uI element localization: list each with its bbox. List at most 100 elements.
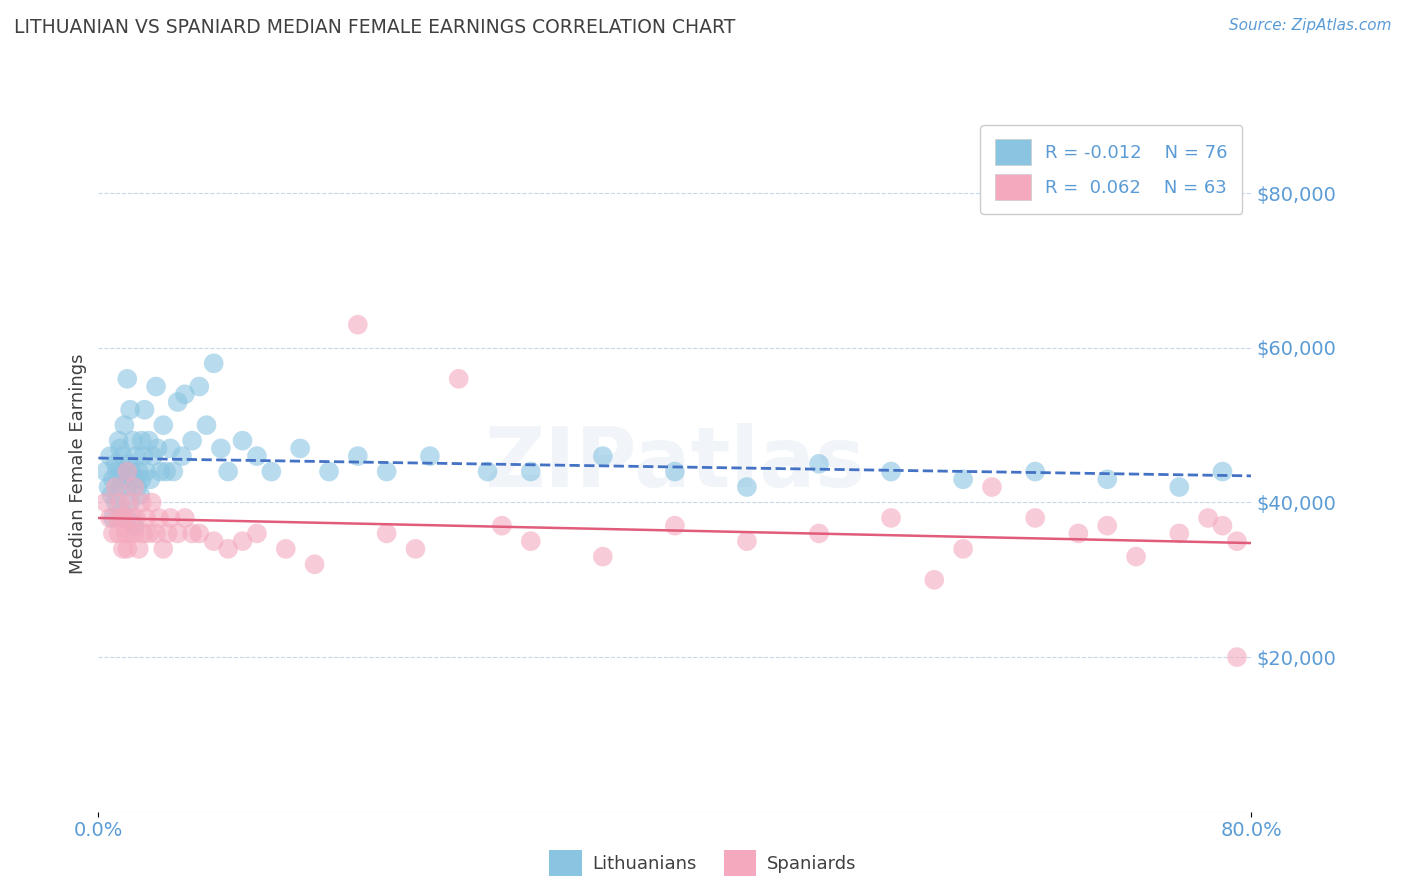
Point (104, 480, 127, 494)
Point (145, 379, 167, 393)
Point (1097, 518, 1119, 533)
Point (131, 472, 153, 486)
Point (174, 387, 197, 401)
Point (122, 434, 145, 448)
Point (120, 495, 142, 509)
Point (101, 472, 124, 486)
Point (735, 480, 758, 494)
Point (94, 465, 117, 479)
Point (209, 442, 232, 456)
Point (159, 511, 181, 525)
Point (202, 356, 225, 370)
Point (121, 465, 143, 479)
Point (188, 379, 211, 393)
Point (146, 442, 169, 456)
Point (922, 573, 945, 587)
Point (141, 495, 163, 509)
Point (202, 534, 225, 549)
Point (952, 541, 974, 556)
Point (120, 402, 142, 417)
Point (952, 472, 974, 486)
Y-axis label: Median Female Earnings: Median Female Earnings (69, 353, 87, 574)
Point (124, 472, 146, 486)
Point (217, 541, 239, 556)
Point (124, 518, 146, 533)
Point (148, 511, 170, 525)
Point (1226, 534, 1249, 549)
Point (477, 465, 499, 479)
Point (520, 534, 543, 549)
Point (125, 511, 148, 525)
Point (217, 465, 239, 479)
Point (159, 442, 181, 456)
Point (138, 434, 160, 448)
Point (104, 495, 127, 509)
Point (1024, 465, 1046, 479)
Point (107, 434, 129, 448)
Point (405, 541, 427, 556)
Point (166, 526, 188, 541)
Point (188, 526, 211, 541)
Point (134, 402, 156, 417)
Point (112, 472, 135, 486)
Point (174, 511, 197, 525)
Point (246, 449, 269, 463)
Point (124, 480, 146, 494)
Point (1168, 526, 1191, 541)
Point (181, 434, 204, 448)
Point (98, 449, 121, 463)
Point (111, 449, 134, 463)
Point (807, 457, 830, 471)
Point (149, 465, 172, 479)
Point (111, 541, 134, 556)
Point (375, 465, 398, 479)
Point (138, 526, 160, 541)
Point (318, 465, 340, 479)
Point (104, 457, 127, 471)
Point (419, 449, 441, 463)
Point (117, 480, 139, 494)
Point (181, 526, 204, 541)
Point (125, 449, 148, 463)
Point (304, 558, 326, 572)
Point (1097, 472, 1119, 486)
Point (1067, 526, 1090, 541)
Point (94, 495, 117, 509)
Point (162, 465, 184, 479)
Point (735, 534, 758, 549)
Point (231, 534, 254, 549)
Legend: Lithuanians, Spaniards: Lithuanians, Spaniards (541, 843, 865, 883)
Point (107, 526, 129, 541)
Point (1212, 465, 1234, 479)
Point (112, 418, 135, 433)
Point (118, 495, 141, 509)
Point (117, 511, 139, 525)
Point (156, 526, 179, 541)
Point (1024, 511, 1046, 525)
Point (131, 434, 153, 448)
Text: LITHUANIAN VS SPANIARD MEDIAN FEMALE EARNINGS CORRELATION CHART: LITHUANIAN VS SPANIARD MEDIAN FEMALE EAR… (14, 18, 735, 37)
Point (807, 526, 830, 541)
Point (110, 503, 132, 517)
Point (981, 480, 1004, 494)
Point (97, 480, 120, 494)
Point (491, 518, 513, 533)
Point (117, 465, 139, 479)
Point (110, 511, 132, 525)
Point (121, 511, 143, 525)
Point (117, 541, 139, 556)
Point (447, 372, 470, 386)
Point (346, 318, 368, 332)
Point (135, 465, 157, 479)
Point (108, 442, 131, 456)
Point (880, 465, 903, 479)
Text: ZIPatlas: ZIPatlas (485, 424, 865, 504)
Point (290, 442, 312, 456)
Point (145, 526, 167, 541)
Point (880, 511, 903, 525)
Point (152, 418, 174, 433)
Legend: R = -0.012    N = 76, R =  0.062    N = 63: R = -0.012 N = 76, R = 0.062 N = 63 (980, 125, 1243, 214)
Point (592, 449, 614, 463)
Point (139, 472, 162, 486)
Point (1197, 511, 1219, 525)
